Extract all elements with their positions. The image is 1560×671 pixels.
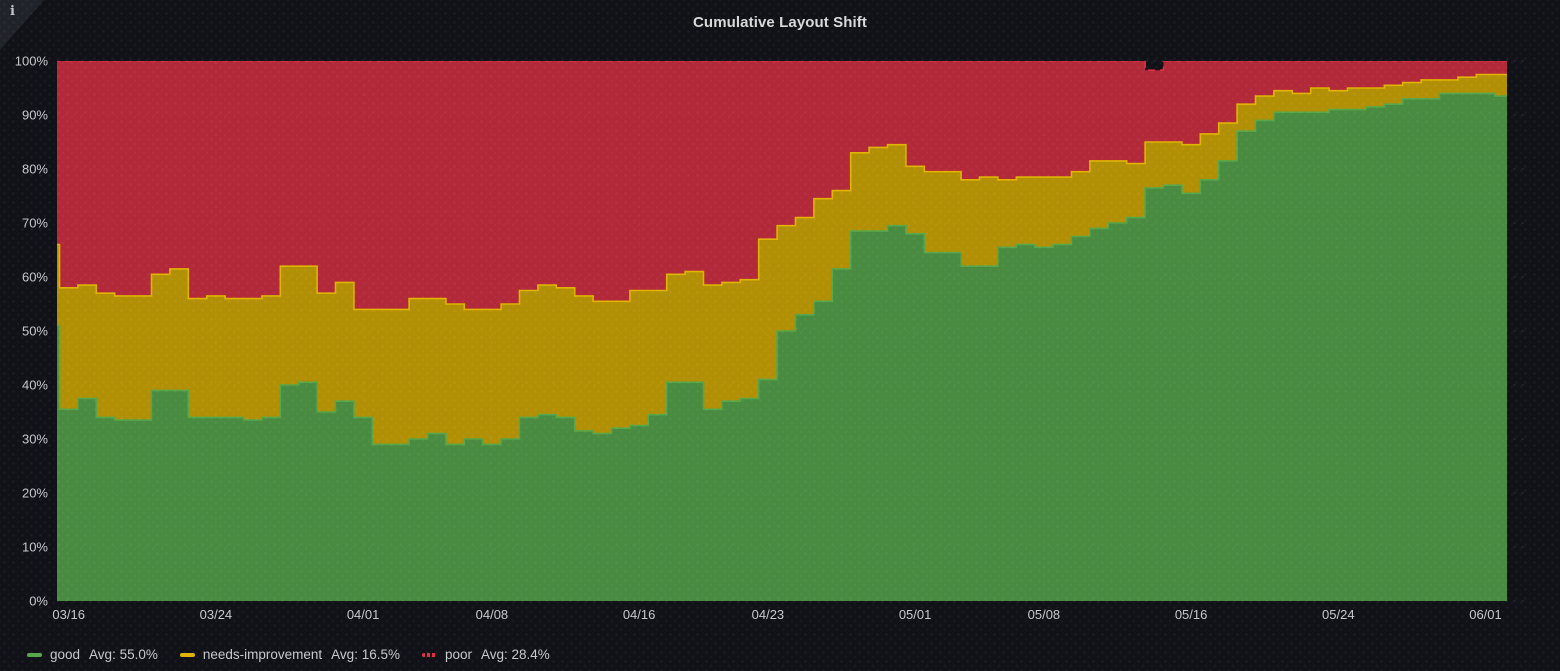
x-tick-label: 03/24 [200, 607, 233, 622]
x-tick-label: 04/23 [752, 607, 785, 622]
x-tick-label: 04/16 [623, 607, 656, 622]
x-tick-label: 05/16 [1175, 607, 1208, 622]
legend-item-poor[interactable]: poor Avg: 28.4% [421, 647, 550, 662]
x-tick-label: 03/16 [52, 607, 85, 622]
x-tick-label: 04/08 [476, 607, 509, 622]
area-good [57, 93, 1507, 601]
legend-swatch-needs-improvement [179, 652, 195, 657]
legend-swatch-poor [421, 652, 437, 657]
y-tick-label: 50% [22, 324, 48, 339]
y-axis-labels: 0% 10% 20% 30% 40% 50% 60% 70% 80% 90% 100% [15, 54, 49, 609]
y-tick-label: 70% [22, 216, 48, 231]
x-tick-label: 04/01 [347, 607, 380, 622]
legend-item-needs-improvement[interactable]: needs-improvement Avg: 16.5% [179, 647, 400, 662]
y-tick-label: 10% [22, 540, 48, 555]
y-tick-label: 0% [29, 594, 48, 609]
legend-avg: Avg: 55.0% [89, 647, 158, 662]
line-needs-improvement [57, 73, 1507, 311]
area-needs-improvement [57, 74, 1507, 445]
legend-item-good[interactable]: good Avg: 55.0% [27, 647, 158, 662]
info-icon: i [10, 4, 15, 19]
y-tick-label: 60% [22, 270, 48, 285]
legend-avg: Avg: 16.5% [331, 647, 400, 662]
line-good [57, 92, 1507, 446]
y-tick-label: 80% [22, 162, 48, 177]
y-tick-label: 20% [22, 486, 48, 501]
x-tick-label: 06/01 [1469, 607, 1502, 622]
y-tick-label: 90% [22, 108, 48, 123]
y-tick-label: 40% [22, 378, 48, 393]
area-poor [57, 61, 1507, 310]
y-tick-label: 30% [22, 432, 48, 447]
legend-avg: Avg: 28.4% [481, 647, 550, 662]
legend-label: poor [444, 647, 473, 662]
legend: good Avg: 55.0% needs-improvement Avg: 1… [27, 647, 550, 662]
x-tick-label: 05/08 [1028, 607, 1061, 622]
x-axis-labels: 03/16 03/24 04/01 04/08 04/16 04/23 05/01 05/08… [52, 607, 1501, 622]
panel-title: Cumulative Layout Shift [693, 14, 867, 31]
x-tick-label: 05/01 [899, 607, 932, 622]
legend-label: good [50, 647, 81, 662]
legend-label: needs-improvement [202, 647, 323, 662]
legend-swatch-good [27, 652, 42, 657]
y-tick-label: 100% [15, 54, 49, 69]
x-tick-label: 05/24 [1322, 607, 1355, 622]
